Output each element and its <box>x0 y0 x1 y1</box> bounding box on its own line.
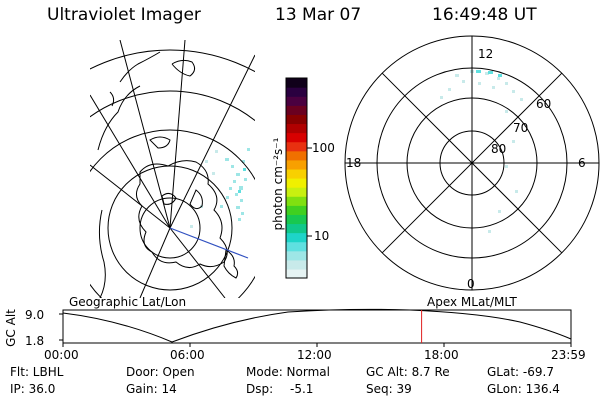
colorbar-cell <box>286 196 307 206</box>
orbit-x-tick-4: 23:59 <box>551 348 586 362</box>
colorbar-tick-10: 10 <box>314 229 330 243</box>
colorbar-cell <box>286 268 307 279</box>
time-label: 16:49:48 UT <box>432 5 537 25</box>
colorbar-cell <box>286 132 307 143</box>
geographic-map <box>90 40 255 298</box>
mlt-12-label: 12 <box>478 47 494 61</box>
left-panel-label: Geographic Lat/Lon <box>69 295 187 309</box>
colorbar-cell <box>286 141 307 152</box>
colorbar-cell <box>286 223 307 234</box>
colorbar-cell <box>286 150 307 161</box>
orbit-plot <box>59 308 572 347</box>
right-aurora-emission <box>440 70 523 233</box>
mlt-18-label: 18 <box>346 156 362 170</box>
colorbar <box>285 77 312 279</box>
colorbar-cell <box>286 159 307 170</box>
ip-status: IP: 36.0 <box>10 382 56 396</box>
orbit-y-tick-high: 9.0 <box>25 308 45 322</box>
glat-status: GLat: -69.7 <box>487 365 554 379</box>
orbit-y-label: GC Alt <box>4 309 18 347</box>
flt-status: Flt: LBHL <box>10 365 64 379</box>
orbit-x-tick-3: 18:00 <box>424 348 459 362</box>
gc-alt-status: GC Alt: 8.7 Re <box>366 365 450 379</box>
mlat-mlt-dial <box>344 35 600 291</box>
glon-status: GLon: 136.4 <box>487 382 560 396</box>
colorbar-unit-label: photon cm⁻²s⁻¹ <box>271 137 285 231</box>
mlt-6-label: 6 <box>578 156 586 170</box>
orbit-x-tick-0: 00:00 <box>44 348 79 362</box>
colorbar-cell <box>286 78 307 88</box>
colorbar-cell <box>286 250 307 261</box>
colorbar-cell <box>286 105 307 115</box>
right-panel-label: Apex MLat/MLT <box>427 295 517 309</box>
date-label: 13 Mar 07 <box>275 5 362 25</box>
colorbar-cell <box>286 205 307 215</box>
colorbar-cells <box>286 78 307 279</box>
colorbar-cell <box>286 168 307 179</box>
dsp-value: -5.1 <box>290 382 314 396</box>
dsp-label: Dsp: <box>246 382 274 396</box>
colorbar-cell <box>286 114 307 125</box>
door-status: Door: Open <box>126 365 195 379</box>
mlat-70-label: 70 <box>513 121 529 135</box>
colorbar-cell <box>286 123 307 134</box>
colorbar-cell <box>286 214 307 225</box>
colorbar-cell <box>286 96 307 106</box>
mlt-0-label: 0 <box>467 277 475 291</box>
colorbar-cell <box>286 87 307 97</box>
colorbar-cell <box>286 241 307 252</box>
mlat-80-label: 80 <box>491 142 507 156</box>
orbit-x-tick-2: 12:00 <box>297 348 332 362</box>
orbit-y-tick-low: 1.8 <box>25 334 45 348</box>
colorbar-cell <box>286 259 307 270</box>
left-aurora-emission <box>190 148 250 228</box>
seq-status: Seq: 39 <box>366 382 412 396</box>
mlat-60-label: 60 <box>536 97 552 111</box>
gain-status: Gain: 14 <box>126 382 177 396</box>
colorbar-cell <box>286 178 307 188</box>
colorbar-cell <box>286 232 307 243</box>
colorbar-cell <box>286 187 307 197</box>
instrument-title: Ultraviolet Imager <box>47 5 201 25</box>
orbit-altitude-curve <box>62 308 572 343</box>
orbit-x-tick-1: 06:00 <box>170 348 205 362</box>
colorbar-tick-100: 100 <box>312 141 335 155</box>
mode-status: Mode: Normal <box>246 365 330 379</box>
